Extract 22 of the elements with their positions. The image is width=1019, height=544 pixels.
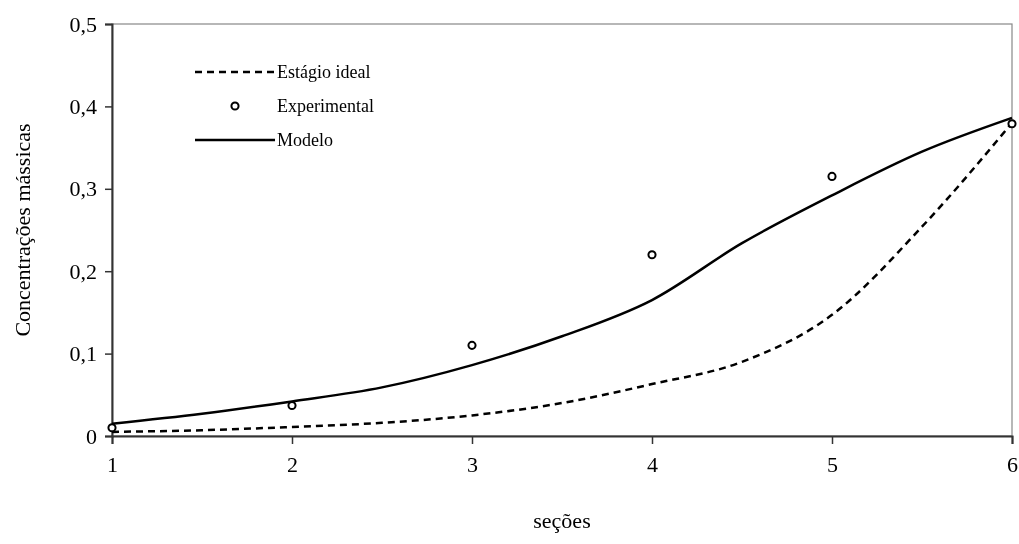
y-tick-label: 0 bbox=[86, 423, 97, 449]
x-tick-label: 6 bbox=[1007, 451, 1018, 477]
legend-label: Estágio ideal bbox=[277, 62, 371, 82]
legend-label: Modelo bbox=[277, 130, 333, 150]
y-axis-title: Concentrações mássicas bbox=[10, 123, 35, 337]
x-tick-label: 2 bbox=[287, 451, 298, 477]
point bbox=[467, 340, 477, 350]
y-tick-label: 0,1 bbox=[69, 341, 97, 367]
x-axis-title: seções bbox=[533, 508, 591, 533]
point bbox=[107, 423, 117, 433]
point bbox=[647, 250, 657, 260]
x-tick-label: 3 bbox=[467, 451, 478, 477]
y-tick-label: 0,5 bbox=[69, 11, 97, 37]
y-tick-label: 0,4 bbox=[69, 93, 97, 119]
point bbox=[827, 171, 837, 181]
y-tick-label: 0,3 bbox=[69, 176, 97, 202]
point bbox=[1007, 119, 1017, 129]
y-tick-label: 0,2 bbox=[69, 258, 97, 284]
x-tick-label: 1 bbox=[107, 451, 118, 477]
x-tick-label: 4 bbox=[647, 451, 658, 477]
x-tick-label: 5 bbox=[827, 451, 838, 477]
legend-label: Experimental bbox=[277, 96, 374, 116]
